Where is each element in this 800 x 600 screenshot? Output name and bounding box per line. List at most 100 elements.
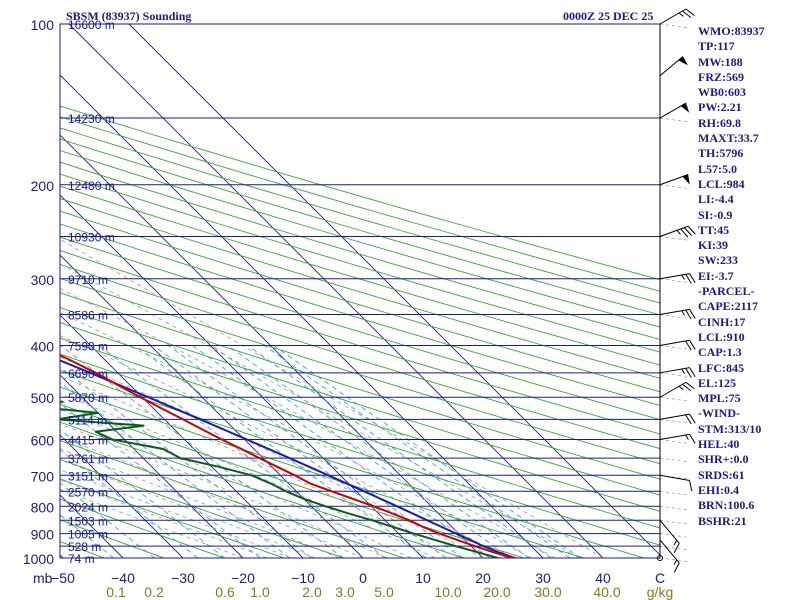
wind-barb-staff [659,381,687,398]
height-label: 3761 m [68,452,108,466]
index-line: TT:45 [698,222,730,237]
mixing-ratio-tick-label: 5.0 [374,584,394,600]
wind-barb-flag [682,10,692,19]
minor-tick [659,117,691,123]
index-line: EHI:0.4 [698,482,740,497]
pressure-tick-label: 800 [31,499,55,515]
indices-panel: WMO:83937 TP:117 MW:188 FRZ:569 WB0:603 PW:2.… [698,24,798,529]
wind-barb-flag [689,434,696,444]
wind-barb-staff [659,367,690,374]
index-line: PW:2.21 [698,100,742,115]
moist-adiabat-line [60,459,316,558]
wind-barb-flag [689,340,696,350]
minor-tick [659,457,691,463]
mixing-ratio-tick-label: 10.0 [434,584,461,600]
index-line: BRN:100.6 [698,498,755,513]
wind-barb [659,474,693,492]
wind-barb [659,433,696,444]
wind-barb-flag [689,367,696,378]
wind-barb-half-flag [678,12,684,17]
index-line: CAPE:2117 [698,299,758,314]
wind-barb-flag [685,274,692,284]
temperature-tick-label: 30 [535,570,551,586]
wind-barb-flag [685,414,692,425]
minor-tick [659,419,691,424]
wind-barb-pennant [680,103,690,113]
index-line: SRDS:61 [698,467,745,482]
mixing-ratio-tick-label: 30.0 [534,584,561,600]
wind-barb-staff [659,539,680,564]
isotherm-line [60,314,304,558]
minor-tick [659,23,691,29]
wind-barb-half-flag [681,310,685,316]
height-label: 16600 m [68,18,115,32]
wind-barb-flag [689,273,696,283]
minor-tick [659,184,691,190]
wind-barb [659,225,696,238]
index-line: EI:-3.7 [698,268,734,283]
dewpoint-curve [60,400,500,558]
height-label: 5870 m [68,391,108,405]
isobar-lines [59,23,691,563]
moist-adiabat-line [60,263,580,558]
isotherm-line [60,74,544,558]
index-line: BSHR:21 [698,513,747,528]
minor-tick [659,545,691,551]
isotherm-line [60,194,424,558]
wind-barb-pennant [678,56,688,66]
wind-barb-flag [689,413,696,424]
wind-barb-flag [673,543,680,554]
isotherm-line [60,134,484,558]
wind-barb-staff [659,474,690,481]
index-line: LCL:910 [698,329,745,344]
minor-tick [659,520,691,525]
pressure-tick-label: 700 [31,468,55,484]
mixing-ratio-tick-label: 3.0 [335,584,355,600]
height-label: 2570 m [68,485,108,499]
temperature-tick-label: 40 [595,570,611,586]
wind-barb [659,381,695,398]
index-line: -WIND- [698,406,740,421]
temperature-tick-label: −40 [111,570,135,586]
height-label: 528 m [68,540,101,554]
isotherm-line [60,374,244,558]
mixing-ratio-unit-label: g/kg [647,584,673,600]
time-title: 0000Z 25 DEC 25 [563,9,654,23]
wind-barb-flag [685,340,692,351]
height-label: 6690 m [68,367,108,381]
height-label: 1503 m [68,514,108,528]
index-line: WMO:83937 [698,24,765,38]
wind-barb-half-flag [681,274,685,280]
minor-tick [659,505,691,511]
mixing-ratio-tick-label: 20.0 [483,584,510,600]
wind-barb-flag [685,381,695,390]
index-line: SI:-0.9 [698,207,733,222]
minor-tick [659,278,691,284]
wind-barb [659,102,690,119]
wind-barb-flag [689,480,693,492]
minor-tick [659,236,691,241]
pressure-tick-label: 600 [31,433,55,449]
index-line: LFC:845 [698,360,744,375]
index-line: EL:125 [698,375,737,390]
wind-barb-flag [685,368,692,378]
index-line: LCL:984 [698,176,745,191]
temperature-tick-label: −30 [171,570,195,586]
index-line: FRZ:569 [698,69,744,84]
moist-adiabat-line [60,423,388,558]
height-label: 9710 m [68,273,108,287]
plot-frame [59,23,661,559]
minor-tick [659,474,691,480]
index-line: MW:188 [698,54,743,69]
index-line: -PARCEL- [698,284,755,299]
station-title: SBSM (83937) Sounding [66,9,192,23]
wind-barb-staff [659,8,687,25]
wind-barb-staff [659,56,684,77]
temperature-curve [60,354,518,558]
pressure-tick-label: 100 [31,17,55,33]
wind-barb [659,273,696,284]
index-line: RH:69.8 [698,115,741,130]
height-label: 1005 m [68,528,108,542]
index-line: TH:5796 [698,146,744,161]
wind-barb [659,8,695,25]
